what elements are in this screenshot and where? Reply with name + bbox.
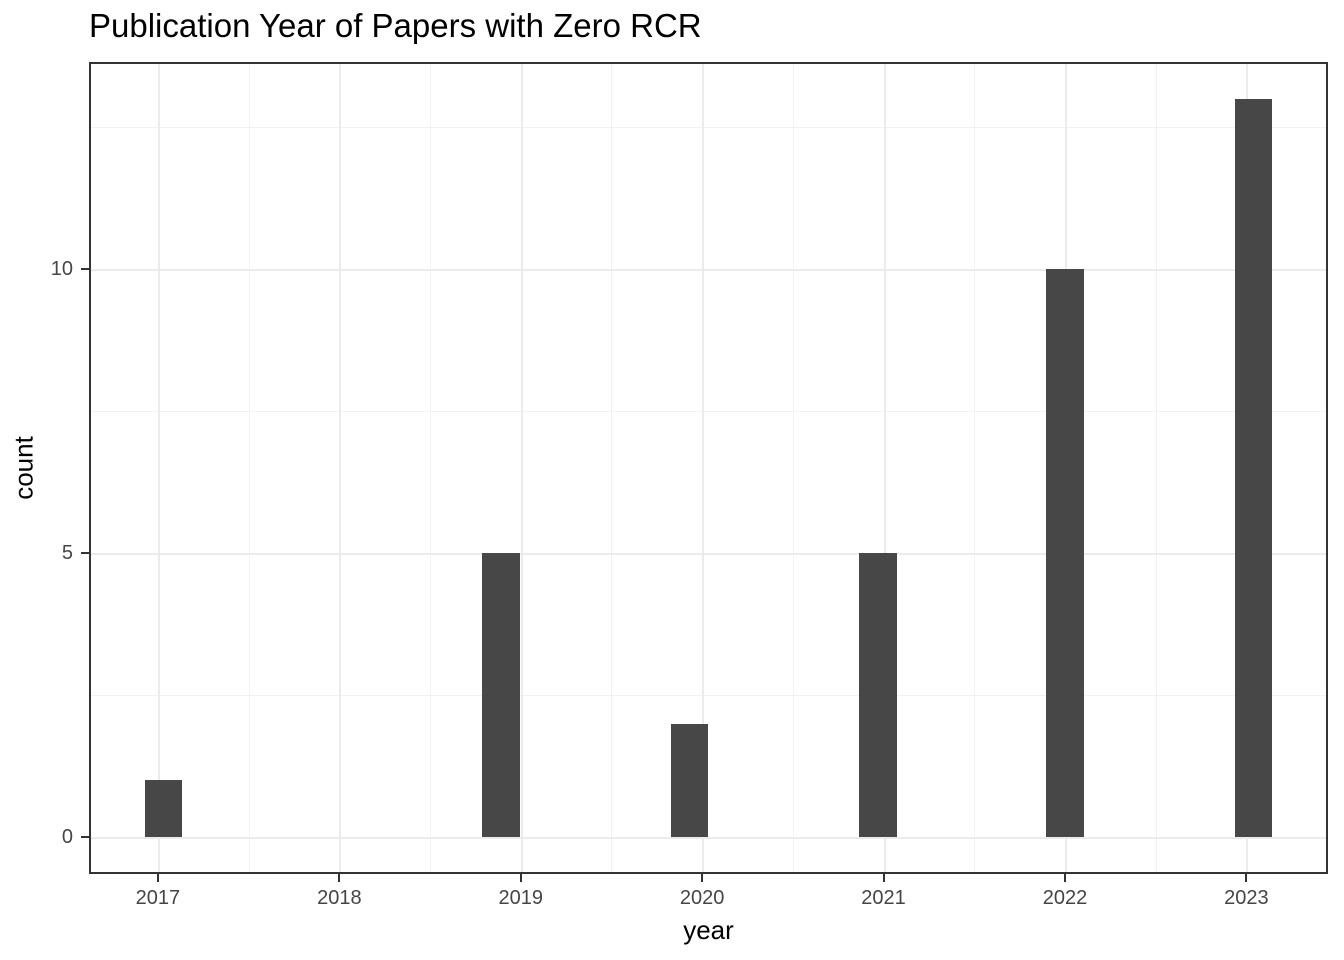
gridline-major-x (520, 64, 523, 872)
gridline-major-y (91, 269, 1326, 272)
x-tick-label: 2022 (1042, 887, 1088, 909)
y-tick-mark (81, 268, 89, 271)
histogram-bar (144, 780, 183, 838)
y-tick-label: 0 (61, 826, 73, 849)
gridline-major-y (91, 837, 1326, 840)
gridline-minor-y (91, 411, 1326, 413)
x-tick-label: 2023 (1224, 887, 1269, 909)
histogram-bar (1234, 98, 1273, 838)
chart-title: Publication Year of Papers with Zero RCR (89, 7, 702, 44)
y-tick-label: 5 (61, 542, 73, 565)
x-tick-mark (701, 874, 704, 882)
histogram-bar (1046, 269, 1084, 838)
x-tick-label: 2018 (317, 887, 362, 909)
x-tick-mark (156, 874, 159, 882)
gridline-minor-x (611, 64, 613, 872)
gridline-major-x (157, 64, 160, 872)
histogram-bar (859, 553, 897, 838)
gridline-minor-y (91, 127, 1326, 129)
gridline-major-y (91, 553, 1326, 556)
x-tick-label: 2017 (135, 887, 181, 909)
x-tick-mark (338, 874, 341, 882)
gridline-minor-y (91, 695, 1326, 697)
x-tick-label: 2020 (679, 887, 725, 909)
gridline-minor-x (1155, 64, 1157, 872)
histogram-bar (482, 553, 520, 838)
y-tick-mark (81, 836, 89, 839)
histogram-bar (670, 723, 709, 838)
y-tick-label: 10 (50, 258, 73, 281)
x-tick-mark (882, 874, 885, 882)
x-tick-mark (1245, 874, 1248, 882)
y-axis-title: count (8, 436, 39, 500)
y-tick-mark (81, 552, 89, 555)
x-tick-label: 2019 (498, 887, 543, 909)
x-tick-mark (519, 874, 522, 882)
gridline-major-x (883, 64, 886, 872)
gridline-minor-x (430, 64, 432, 872)
gridline-minor-x (792, 64, 794, 872)
plot-panel (89, 62, 1328, 874)
gridline-minor-x (974, 64, 976, 872)
gridline-major-x (339, 64, 342, 872)
gridline-minor-x (248, 64, 250, 872)
gridline-major-x (702, 64, 705, 872)
x-tick-mark (1063, 874, 1066, 882)
x-axis-title: year (683, 915, 734, 945)
x-tick-label: 2021 (861, 887, 906, 909)
